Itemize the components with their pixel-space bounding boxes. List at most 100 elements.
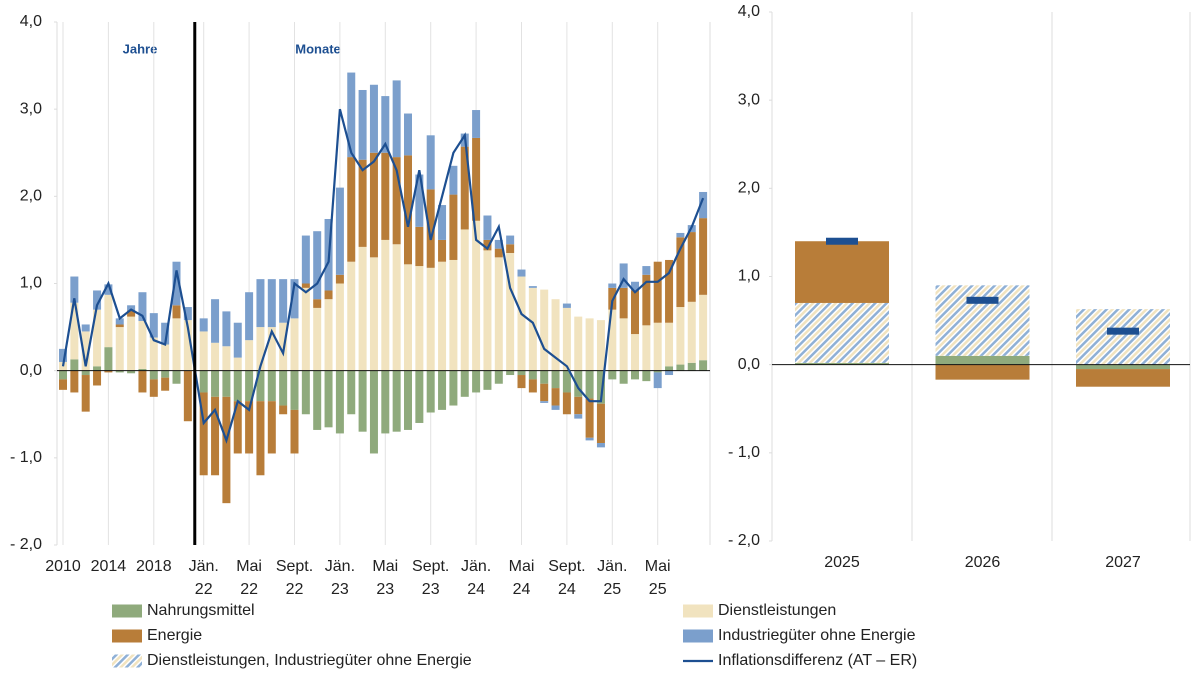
bar	[245, 292, 254, 341]
marker	[1107, 327, 1139, 335]
bar	[245, 401, 254, 454]
bar	[506, 370, 515, 376]
line	[61, 108, 705, 444]
bar	[506, 244, 515, 253]
bar	[211, 370, 220, 397]
bar	[415, 266, 424, 371]
bar	[104, 370, 113, 373]
bar	[551, 405, 560, 410]
bar	[335, 370, 344, 434]
bar	[279, 279, 288, 323]
bar	[127, 305, 136, 311]
bar	[494, 248, 503, 258]
bar	[138, 320, 147, 369]
bar	[642, 370, 651, 382]
bar	[211, 299, 220, 343]
bar	[115, 327, 124, 371]
bar	[172, 261, 181, 306]
bar	[81, 375, 90, 412]
bar	[665, 322, 674, 367]
bar	[540, 401, 549, 403]
x-tick-label: Mai 24	[509, 558, 535, 598]
marker	[966, 296, 999, 304]
bar	[161, 377, 170, 391]
bar	[540, 289, 549, 371]
bar	[313, 370, 322, 430]
legend-swatch	[112, 654, 142, 668]
bar	[70, 370, 79, 393]
bar	[665, 366, 674, 371]
bar	[256, 401, 265, 476]
bar	[608, 309, 617, 371]
bar	[528, 370, 537, 380]
legend-label: Inflationsdifferenz (AT – ER)	[718, 652, 917, 669]
x-tick-label: Sept. 23	[412, 558, 449, 598]
bar	[517, 276, 526, 371]
bar	[149, 313, 158, 338]
x-tick-label: Jän. 24	[461, 558, 491, 598]
bar	[233, 322, 242, 358]
x-tick-label: Sept. 24	[548, 558, 585, 598]
legend-label: Dienstleistungen, Industriegüter ohne En…	[147, 652, 472, 669]
bar	[301, 283, 310, 288]
bar	[59, 379, 67, 390]
bar	[104, 347, 113, 371]
legend-label: Industriegüter ohne Energie	[718, 627, 916, 644]
bar	[699, 360, 708, 371]
bar	[585, 437, 594, 441]
bar	[562, 307, 571, 371]
bar	[631, 281, 639, 291]
bar	[369, 370, 378, 454]
bar	[199, 392, 208, 476]
annotation: Monate	[295, 41, 341, 56]
bar	[313, 307, 322, 371]
legend-swatch	[112, 604, 142, 618]
bar	[528, 379, 537, 393]
bar	[472, 110, 481, 138]
bar	[653, 261, 662, 323]
bar	[199, 318, 208, 332]
bar	[222, 346, 231, 371]
bar	[381, 96, 390, 153]
bar	[358, 159, 367, 247]
bar	[127, 310, 136, 317]
bar	[517, 269, 526, 277]
x-tick-label: Mai 25	[645, 558, 671, 598]
bar	[335, 274, 344, 284]
bar	[676, 237, 685, 308]
bar	[369, 152, 378, 258]
bar	[138, 370, 147, 393]
bar	[104, 294, 113, 348]
bar	[699, 191, 708, 219]
bar	[183, 320, 192, 371]
bar	[404, 155, 412, 265]
bar	[301, 235, 310, 284]
marker	[826, 237, 858, 245]
y-tick-label: 2,0	[738, 180, 760, 197]
bar	[795, 362, 889, 365]
y-tick-label: 3,0	[20, 100, 42, 117]
bar	[426, 370, 435, 413]
bar	[631, 290, 639, 335]
bar	[404, 264, 412, 371]
bar	[256, 279, 265, 328]
y-tick-label: 0,0	[738, 356, 760, 373]
bar	[347, 261, 356, 371]
x-tick-label: 2010	[45, 558, 81, 575]
bar	[347, 157, 356, 262]
bar	[795, 302, 889, 363]
bar	[642, 266, 651, 275]
bar	[483, 250, 492, 371]
bar	[460, 229, 469, 371]
bar	[517, 375, 526, 389]
bar	[415, 370, 424, 423]
bar	[596, 320, 605, 371]
bar	[127, 370, 136, 374]
bar	[574, 414, 583, 419]
bar	[472, 370, 481, 393]
y-tick-label: 1,0	[20, 275, 42, 292]
bar	[115, 324, 124, 328]
x-tick-label: Mai 23	[372, 558, 398, 598]
bar	[449, 165, 458, 195]
